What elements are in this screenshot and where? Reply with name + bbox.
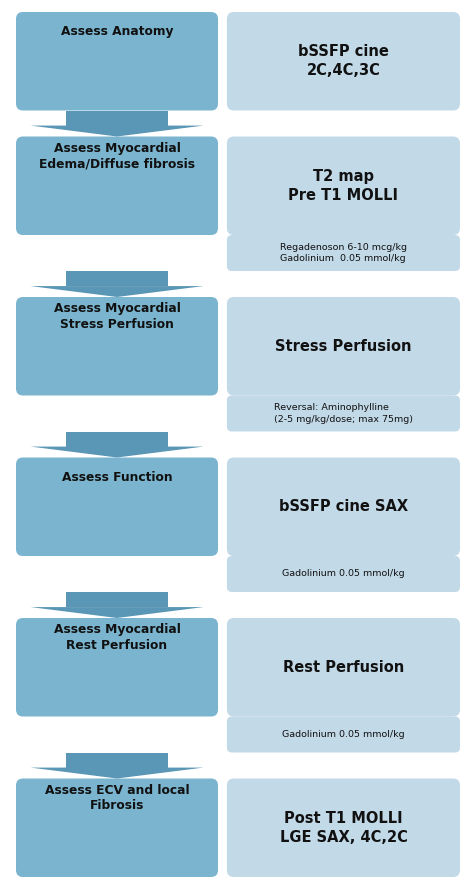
FancyBboxPatch shape	[227, 458, 460, 556]
FancyBboxPatch shape	[227, 136, 460, 235]
Polygon shape	[30, 286, 203, 297]
Text: bSSFP cine
2C,4C,3C: bSSFP cine 2C,4C,3C	[298, 44, 389, 79]
FancyBboxPatch shape	[16, 136, 218, 235]
Polygon shape	[66, 752, 168, 767]
Text: Assess ECV and local
Fibrosis: Assess ECV and local Fibrosis	[45, 784, 189, 812]
Text: Post T1 MOLLI
LGE SAX, 4C,2C: Post T1 MOLLI LGE SAX, 4C,2C	[280, 811, 407, 845]
Text: Assess Function: Assess Function	[62, 471, 173, 484]
Polygon shape	[30, 767, 203, 779]
FancyBboxPatch shape	[16, 297, 218, 396]
FancyBboxPatch shape	[227, 618, 460, 717]
Text: Gadolinium 0.05 mmol/kg: Gadolinium 0.05 mmol/kg	[282, 570, 405, 579]
Text: Assess Anatomy: Assess Anatomy	[61, 25, 173, 38]
FancyBboxPatch shape	[227, 297, 460, 396]
FancyBboxPatch shape	[227, 12, 460, 111]
Text: Assess Myocardial
Stress Perfusion: Assess Myocardial Stress Perfusion	[54, 303, 181, 331]
FancyBboxPatch shape	[227, 779, 460, 877]
Text: bSSFP cine SAX: bSSFP cine SAX	[279, 499, 408, 514]
FancyBboxPatch shape	[16, 779, 218, 877]
Text: Reversal: Aminophylline
(2-5 mg/kg/dose; max 75mg): Reversal: Aminophylline (2-5 mg/kg/dose;…	[274, 404, 413, 424]
Text: T2 map
Pre T1 MOLLI: T2 map Pre T1 MOLLI	[289, 169, 399, 203]
FancyBboxPatch shape	[227, 556, 460, 592]
Polygon shape	[66, 111, 168, 126]
FancyBboxPatch shape	[16, 12, 218, 111]
Polygon shape	[66, 432, 168, 447]
Text: Rest Perfusion: Rest Perfusion	[283, 659, 404, 674]
Text: Assess Myocardial
Edema/Diffuse fibrosis: Assess Myocardial Edema/Diffuse fibrosis	[39, 142, 195, 171]
Polygon shape	[30, 126, 203, 136]
FancyBboxPatch shape	[227, 717, 460, 752]
Text: Stress Perfusion: Stress Perfusion	[275, 339, 412, 354]
FancyBboxPatch shape	[227, 396, 460, 432]
Text: Gadolinium 0.05 mmol/kg: Gadolinium 0.05 mmol/kg	[282, 730, 405, 739]
FancyBboxPatch shape	[16, 618, 218, 717]
Text: Assess Myocardial
Rest Perfusion: Assess Myocardial Rest Perfusion	[54, 623, 181, 652]
Polygon shape	[30, 447, 203, 458]
Text: Regadenoson 6-10 mcg/kg
Gadolinium  0.05 mmol/kg: Regadenoson 6-10 mcg/kg Gadolinium 0.05 …	[280, 243, 407, 263]
Polygon shape	[66, 271, 168, 286]
FancyBboxPatch shape	[227, 235, 460, 271]
Polygon shape	[30, 607, 203, 618]
FancyBboxPatch shape	[16, 458, 218, 556]
Polygon shape	[66, 592, 168, 607]
